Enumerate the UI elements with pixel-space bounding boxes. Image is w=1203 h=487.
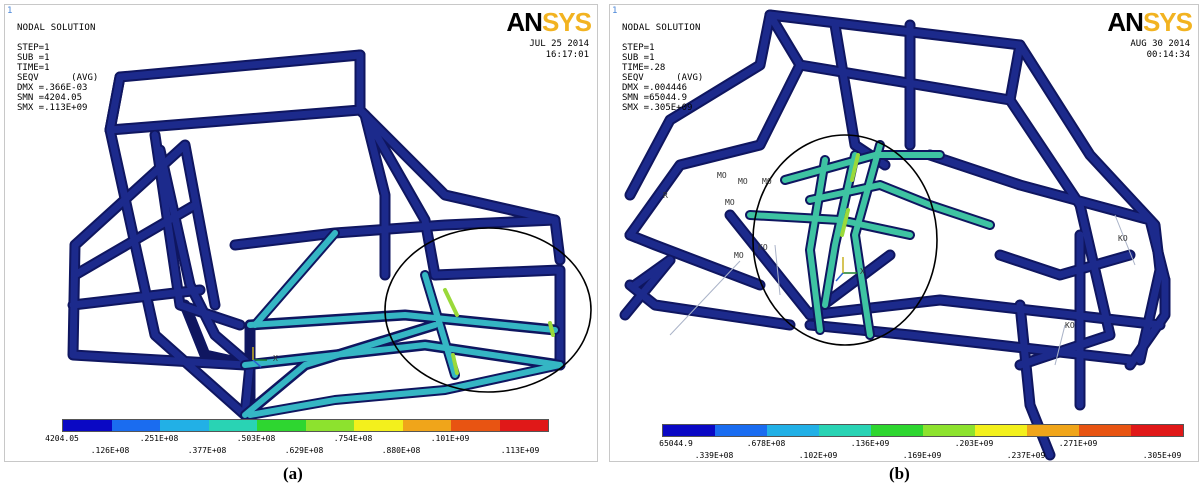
node-marker: MO (762, 177, 772, 186)
param-time: TIME=.28 (622, 63, 666, 73)
hotspot-circle-a (384, 227, 592, 393)
legend-band (354, 420, 403, 431)
legend-tick: .136E+09 (850, 439, 890, 448)
node-marker: KO (1065, 321, 1075, 330)
ansys-logo-a: ANSYS (506, 7, 592, 37)
solution-params-b: STEP=1 SUB =1 TIME=.28 SEQV (AVG) DMX =.… (622, 43, 703, 113)
legend-band (871, 425, 923, 436)
node-marker: MO (738, 177, 748, 186)
param-step: STEP=1 (17, 43, 50, 53)
legend-tick: .503E+08 (236, 434, 276, 443)
frame-model-a (67, 49, 592, 421)
param-dmx: DMX =.366E-03 (17, 83, 88, 93)
param-dmx: DMX =.004446 (622, 83, 688, 93)
legend-tick: .101E+09 (430, 434, 470, 443)
legend-band (1079, 425, 1131, 436)
legend-tick: .271E+09 (1058, 439, 1098, 448)
node-marker: KO (758, 243, 768, 252)
param-sub: SUB =1 (17, 53, 50, 63)
legend-band (499, 420, 548, 431)
param-smx: SMX =.113E+09 (17, 103, 88, 113)
node-marker: MO (717, 171, 727, 180)
param-smx: SMX =.305E+09 (622, 103, 693, 113)
node-marker: MO (734, 251, 744, 260)
date-a: JUL 25 2014 (529, 39, 589, 49)
param-smn: SMN =65044.9 (622, 93, 688, 103)
legend-band (663, 425, 715, 436)
caption-a: (a) (283, 464, 303, 483)
legend-band (402, 420, 451, 431)
timestamp-a: JUL 25 2014 16:17:01 (529, 39, 589, 61)
legend-band (1027, 425, 1079, 436)
legend-tick: .102E+09 (798, 451, 838, 460)
hotspot-circle-b (752, 134, 938, 346)
result-title-a: NODAL SOLUTION (17, 23, 96, 33)
legend-band (451, 420, 500, 431)
timestamp-b: AUG 30 2014 00:14:34 (1130, 39, 1190, 61)
node-marker: R (663, 191, 668, 200)
legend-band (208, 420, 257, 431)
param-seqv: SEQV (AVG) (17, 73, 99, 83)
legend-band (767, 425, 819, 436)
legend-band (257, 420, 306, 431)
legend-tick: 4204.05 (45, 434, 79, 443)
legend-band (819, 425, 871, 436)
param-seqv: SEQV (AVG) (622, 73, 704, 83)
panel-b: 1 NODAL SOLUTION STEP=1 SUB =1 TIME=.28 … (609, 4, 1199, 462)
param-time: TIME=1 (17, 63, 50, 73)
frame-model-b (619, 9, 1171, 461)
legend-tick: .203E+09 (954, 439, 994, 448)
time-b: 00:14:34 (1146, 50, 1190, 60)
legend-band (111, 420, 160, 431)
legend-band (975, 425, 1027, 436)
panel-a: 1 NODAL SOLUTION STEP=1 SUB =1 TIME=1 SE… (4, 4, 598, 462)
time-a: 16:17:01 (545, 50, 589, 60)
axis-x-label-a: X (273, 354, 278, 363)
legend-tick: .678E+08 (746, 439, 786, 448)
result-title-b: NODAL SOLUTION (622, 23, 701, 33)
legend-tick: 65044.9 (659, 439, 693, 448)
param-sub: SUB =1 (622, 53, 655, 63)
node-marker: MO (725, 198, 735, 207)
color-legend-a (62, 419, 549, 432)
solution-params-a: STEP=1 SUB =1 TIME=1 SEQV (AVG) DMX =.36… (17, 43, 98, 113)
legend-tick: .237E+09 (1006, 451, 1046, 460)
legend-tick: .629E+08 (284, 446, 324, 455)
legend-top-ticks-a: 4204.05 .251E+08 .503E+08 .754E+08 .101E… (45, 434, 547, 444)
axis-triad-b (835, 257, 857, 282)
legend-top-ticks-b: 65044.9 .678E+08 .136E+09 .203E+09 .271E… (659, 439, 1182, 449)
caption-b: (b) (889, 464, 910, 483)
legend-tick: .169E+09 (902, 451, 942, 460)
param-step: STEP=1 (622, 43, 655, 53)
node-marker: KO (1118, 234, 1128, 243)
legend-band (160, 420, 209, 431)
legend-band (305, 420, 354, 431)
legend-tick: .754E+08 (333, 434, 373, 443)
legend-tick: .377E+08 (187, 446, 227, 455)
window-index-b: 1 (612, 6, 618, 16)
window-index-a: 1 (7, 6, 13, 16)
legend-bottom-ticks-a: .126E+08 .377E+08 .629E+08 .880E+08 .113… (62, 446, 547, 456)
legend-bottom-ticks-b: .339E+08 .102E+09 .169E+09 .237E+09 .305… (662, 451, 1182, 461)
axis-triad-a (252, 347, 267, 368)
legend-band (63, 420, 112, 431)
legend-band (1131, 425, 1183, 436)
legend-band (715, 425, 767, 436)
legend-tick: .251E+08 (139, 434, 179, 443)
ansys-logo-b: ANSYS (1107, 7, 1193, 37)
param-smn: SMN =4204.05 (17, 93, 83, 103)
legend-tick: .339E+08 (694, 451, 734, 460)
legend-tick: .305E+09 (1142, 451, 1182, 460)
axis-x-label-b: X (860, 267, 865, 276)
date-b: AUG 30 2014 (1130, 39, 1190, 49)
legend-tick: .113E+09 (500, 446, 540, 455)
legend-tick: .880E+08 (381, 446, 421, 455)
legend-band (923, 425, 975, 436)
legend-tick: .126E+08 (90, 446, 130, 455)
color-legend-b (662, 424, 1184, 437)
